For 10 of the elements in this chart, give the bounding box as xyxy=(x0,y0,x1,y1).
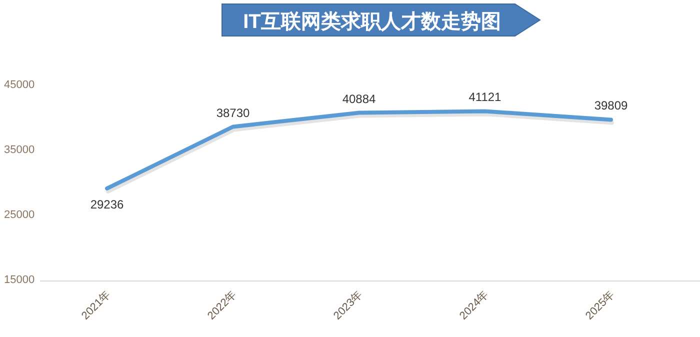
y-tick-label: 25000 xyxy=(4,209,35,221)
y-tick-label: 35000 xyxy=(4,144,35,156)
y-tick-label: 45000 xyxy=(4,79,35,91)
data-label: 38730 xyxy=(216,106,250,120)
data-label: 40884 xyxy=(342,92,376,106)
data-label: 39809 xyxy=(594,98,628,113)
data-label: 29236 xyxy=(90,197,124,212)
y-tick-label: 15000 xyxy=(4,274,35,286)
data-label: 41121 xyxy=(468,90,502,104)
chart-title: IT互联网类求职人才数走势图 xyxy=(243,10,501,33)
